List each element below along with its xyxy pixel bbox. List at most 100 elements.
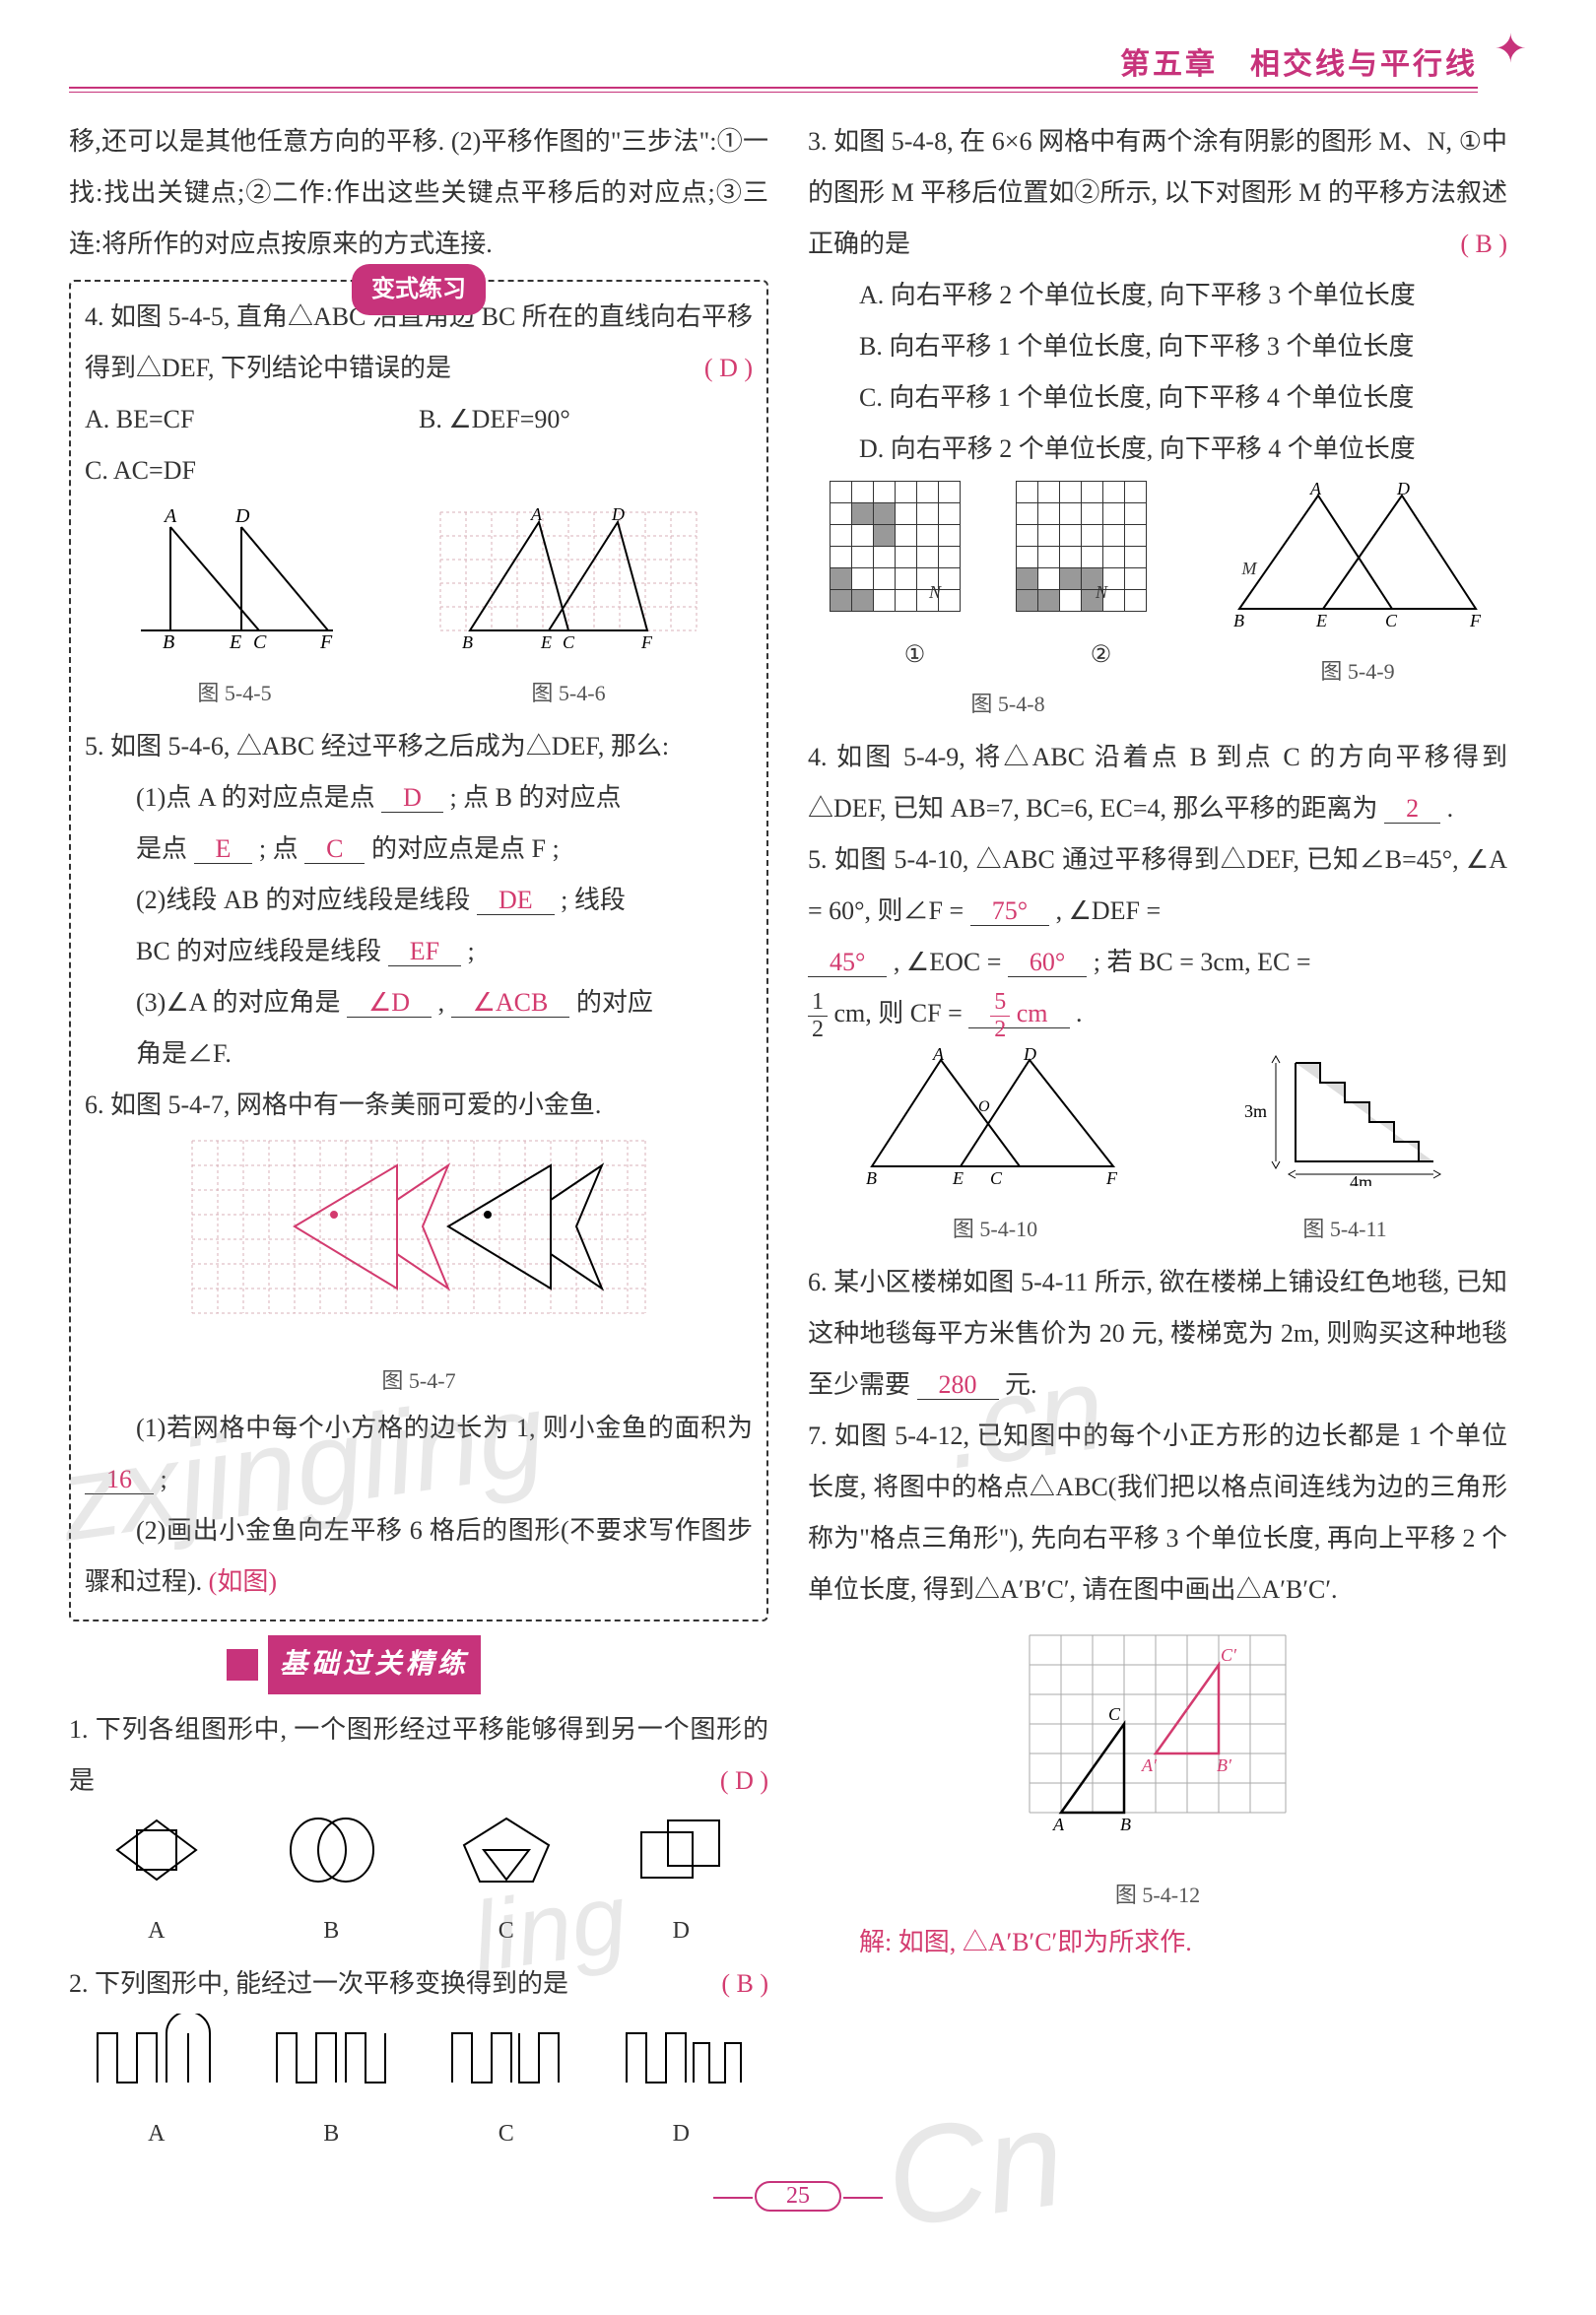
r3-stem: 3. 如图 5-4-8, 在 6×6 网格中有两个涂有阴影的图形 M、N, ①中… xyxy=(808,116,1507,270)
q5-ans7: ∠ACB xyxy=(451,988,570,1018)
r5-mid2: , ∠EOC = xyxy=(894,948,1001,976)
q4-answer: ( D ) xyxy=(704,343,753,394)
svg-text:E: E xyxy=(1315,611,1327,628)
q5-l4a: BC 的对应线段是线段 xyxy=(136,937,381,965)
fig-547: 图 5-4-7 xyxy=(85,1131,753,1403)
fig-549: A D B E C F 图 5-4-9 xyxy=(1230,481,1486,726)
stair-5411-svg: 3m 4m xyxy=(1236,1048,1453,1186)
svg-text:C: C xyxy=(563,632,575,650)
fig-5410-5411-row: A D O B E C F 图 5-4-10 3m xyxy=(808,1048,1507,1251)
q5-l1b: ; 点 B 的对应点 xyxy=(449,783,621,812)
svg-text:F: F xyxy=(1105,1168,1118,1186)
fig-548: M N ① M N ② xyxy=(830,481,1186,726)
fig-5411-caption: 图 5-4-11 xyxy=(1236,1208,1453,1251)
svg-text:F: F xyxy=(640,632,653,650)
q5-l5c: 的对应 xyxy=(576,988,653,1017)
r4-stem: 4. 如图 5-4-9, 将△ABC 沿着点 B 到点 C 的方向平移得到△DE… xyxy=(808,732,1507,834)
svg-text:C′: C′ xyxy=(1221,1645,1237,1665)
r3-optA: A. 向右平移 2 个单位长度, 向下平移 3 个单位长度 xyxy=(808,270,1507,321)
r5-mid4: cm, 则 CF = xyxy=(834,999,963,1027)
b2-A: A xyxy=(73,2014,240,2157)
grid-5412-svg: A B C A′ B′ C′ xyxy=(1010,1616,1305,1852)
b2-answer: ( B ) xyxy=(721,1958,768,2010)
svg-text:4m: 4m xyxy=(1350,1172,1372,1186)
b1-A-label: A xyxy=(73,1907,240,1954)
b2-shapes: A B C D xyxy=(69,2014,768,2157)
grid-1: M N ① xyxy=(830,481,1000,679)
q5-ans2: E xyxy=(194,834,253,864)
q5-line1: (1)点 A 的对应点是点 D ; 点 B 的对应点 xyxy=(85,772,753,824)
b1-C: C xyxy=(423,1811,590,1954)
b1-shapes: A B C D xyxy=(69,1811,768,1954)
q5-ans5: EF xyxy=(388,937,461,966)
svg-text:A′: A′ xyxy=(1141,1755,1158,1775)
q5-l2a: 是点 xyxy=(136,834,187,863)
r5-tail: . xyxy=(1076,999,1083,1027)
q4-options: A. BE=CF B. ∠DEF=90° C. AC=DF xyxy=(85,394,753,496)
b1-answer: ( D ) xyxy=(720,1755,768,1807)
b2-C: C xyxy=(423,2014,590,2157)
q5-l5a: (3)∠A 的对应角是 xyxy=(136,988,340,1017)
fig-5412: A B C A′ B′ C′ 图 5-4-12 xyxy=(808,1616,1507,1917)
q5-line4: BC 的对应线段是线段 EF ; xyxy=(85,926,753,977)
svg-text:A: A xyxy=(530,504,543,524)
tri-5410-svg: A D O B E C F xyxy=(862,1048,1128,1186)
triangle-545-svg: A D B E C F xyxy=(131,502,338,650)
svg-text:C: C xyxy=(253,631,267,650)
section-text: 基础过关精练 xyxy=(268,1635,481,1694)
q5-stem: 5. 如图 5-4-6, △ABC 经过平移之后成为△DEF, 那么: xyxy=(85,721,753,772)
r5-line2: 45° , ∠EOC = 60° ; 若 BC = 3cm, EC = xyxy=(808,937,1507,988)
fig-546-caption: 图 5-4-6 xyxy=(431,672,706,715)
q5-line6: 角是∠F. xyxy=(85,1028,753,1080)
b1-B-label: B xyxy=(247,1907,415,1954)
left-column: 移,还可以是其他任意方向的平移. (2)平移作图的"三步法":①一找:找出关键点… xyxy=(69,116,768,2161)
q5-l2b: ; 点 xyxy=(259,834,299,863)
b2-D-label: D xyxy=(597,2110,765,2157)
svg-text:B: B xyxy=(866,1168,877,1186)
q5-ans4: DE xyxy=(477,886,555,915)
svg-text:C: C xyxy=(1108,1704,1121,1724)
r5-line3: 12 cm, 则 CF = 52 cm . xyxy=(808,988,1507,1042)
r4-ans: 2 xyxy=(1384,794,1440,824)
q6-l2: (2)画出小金鱼向左平移 6 格后的图形(不要求写作图步骤和过程). xyxy=(85,1516,753,1596)
q5-line5: (3)∠A 的对应角是 ∠D , ∠ACB 的对应 xyxy=(85,977,753,1028)
svg-text:D: D xyxy=(1023,1048,1036,1064)
svg-text:C: C xyxy=(1385,611,1398,628)
svg-text:A: A xyxy=(1052,1815,1065,1834)
svg-text:B: B xyxy=(1233,611,1244,628)
q5-l2c: 的对应点是点 F ; xyxy=(371,834,560,863)
b1-A: A xyxy=(73,1811,240,1954)
r7-stem: 7. 如图 5-4-12, 已知图中的每个小正方形的边长都是 1 个单位长度, … xyxy=(808,1411,1507,1616)
fig-545: A D B E C F 图 5-4-5 xyxy=(131,502,338,715)
svg-text:B: B xyxy=(462,632,473,650)
svg-text:B: B xyxy=(163,631,174,650)
q6-l1a: (1)若网格中每个小方格的边长为 1, 则小金鱼的面积为 xyxy=(136,1414,753,1442)
chapter-title: 第五章 相交线与平行线 xyxy=(1120,48,1478,81)
svg-text:A: A xyxy=(1309,481,1322,498)
fig-5411: 3m 4m 图 5-4-11 xyxy=(1236,1048,1453,1251)
fig-549-caption: 图 5-4-9 xyxy=(1230,650,1486,694)
fig-5410: A D O B E C F 图 5-4-10 xyxy=(862,1048,1128,1251)
svg-text:B′: B′ xyxy=(1217,1755,1232,1775)
q6-line2: (2)画出小金鱼向左平移 6 格后的图形(不要求写作图步骤和过程). (如图) xyxy=(85,1505,753,1608)
q6-stem: 6. 如图 5-4-7, 网格中有一条美丽可爱的小金鱼. xyxy=(85,1080,753,1131)
grid-2: M N ② xyxy=(1016,481,1186,679)
header-rule xyxy=(69,87,1478,93)
r5-ans4: 52 cm xyxy=(968,999,1069,1028)
fig-548-549-row: M N ① M N ② xyxy=(808,481,1507,726)
half-frac: 12 xyxy=(808,989,828,1042)
page-header: 第五章 相交线与平行线 ✦ xyxy=(69,30,1527,99)
page-number: 25 xyxy=(69,2181,1527,2212)
r3-optC: C. 向右平移 1 个单位长度, 向下平移 4 个单位长度 xyxy=(808,372,1507,424)
section-icon xyxy=(227,1649,258,1681)
r3-text: 3. 如图 5-4-8, 在 6×6 网格中有两个涂有阴影的图形 M、N, ①中… xyxy=(808,127,1507,258)
fig-5410-caption: 图 5-4-10 xyxy=(862,1208,1128,1251)
r6-stem: 6. 某小区楼梯如图 5-4-11 所示, 欲在楼梯上铺设红色地毯, 已知这种地… xyxy=(808,1257,1507,1411)
variant-badge: 变式练习 xyxy=(352,264,486,315)
svg-text:D: D xyxy=(611,504,625,524)
q5-line3: (2)线段 AB 的对应线段是线段 DE ; 线段 xyxy=(85,875,753,926)
svg-text:E: E xyxy=(229,631,241,650)
q5-l3a: (2)线段 AB 的对应线段是线段 xyxy=(136,886,470,914)
r5-ans1: 75° xyxy=(970,896,1049,926)
svg-text:C: C xyxy=(990,1168,1003,1186)
